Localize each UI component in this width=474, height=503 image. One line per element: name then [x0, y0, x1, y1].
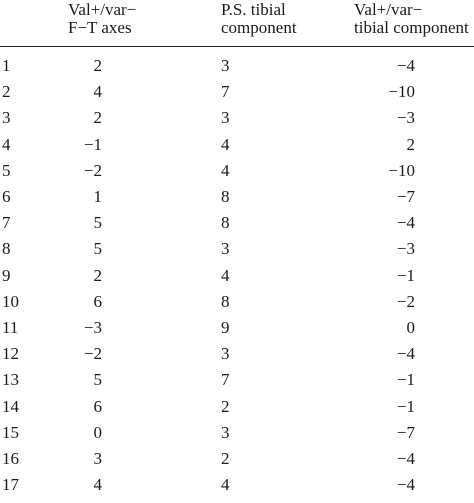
table-row: 7 5 8 −4 [0, 210, 474, 236]
ps-tibial-value: 9 [221, 318, 230, 337]
tibial-component-value: −4 [396, 56, 415, 75]
row-id: 12 [2, 344, 19, 364]
tibial-component-value: −7 [396, 187, 415, 206]
ps-tibial-value: 2 [221, 449, 230, 468]
fta-value: −1 [83, 134, 102, 154]
fta-value: 4 [93, 82, 103, 102]
tibial-component-value: −4 [396, 344, 415, 364]
fta-value: −3 [83, 318, 102, 337]
table-row: 12 −2 3 −4 [0, 341, 474, 367]
ps-tibial-value: 3 [221, 108, 230, 128]
table-row: 9 2 4 −1 [0, 263, 474, 289]
fta-value: 5 [93, 239, 103, 259]
ps-tibial-value: 4 [221, 475, 230, 495]
table-row: 8 5 3 −3 [0, 236, 474, 262]
table-row: 15 0 3 −7 [0, 420, 474, 446]
fta-value: −2 [83, 160, 102, 180]
row-id: 7 [2, 213, 11, 233]
row-id: 18 [2, 498, 42, 503]
row-id: 13 [2, 370, 19, 390]
row-id: 1 [2, 56, 11, 75]
fta-value: 6 [93, 396, 103, 416]
fta-value: 2 [93, 265, 103, 285]
ps-tibial-value: 3 [221, 56, 230, 75]
ps-tibial-value: 3 [221, 422, 230, 442]
fta-value: 6 [93, 291, 103, 311]
ps-tibial-value: 7 [221, 82, 230, 102]
ps-tibial-value: 8 [221, 213, 230, 233]
tibial-component-value: −5 [370, 498, 415, 503]
header-rule [0, 46, 474, 47]
tibial-component-value: −4 [396, 213, 415, 233]
fta-value: 0 [93, 422, 103, 442]
tibial-component-value: −4 [396, 475, 415, 495]
table-row: 4 −1 4 2 [0, 132, 474, 158]
row-id: 2 [2, 82, 11, 102]
table-row: 2 4 7 −10 [0, 79, 474, 105]
table-row: 18 2 3 −5 [0, 498, 474, 503]
table-row: 5 −2 4 −10 [0, 158, 474, 184]
tibial-component-value: −1 [396, 370, 415, 390]
table-row: 3 2 3 −3 [0, 105, 474, 131]
row-id: 10 [2, 291, 19, 311]
ps-tibial-value: 3 [221, 344, 230, 364]
fta-value: −2 [83, 344, 102, 364]
header-fta-line1: Val+/var− [68, 0, 137, 19]
tibial-component-value: −3 [396, 239, 415, 259]
ps-tibial-value: 4 [221, 160, 230, 180]
header-ps-line2: component [221, 18, 297, 37]
fta-value: 1 [93, 187, 103, 206]
row-id: 17 [2, 475, 19, 495]
table-row: 6 1 8 −7 [0, 184, 474, 210]
table-row: 10 6 8 −2 [0, 289, 474, 315]
fta-value: 2 [93, 56, 103, 75]
ps-tibial-value: 4 [221, 265, 230, 285]
tibial-component-value: 0 [406, 318, 416, 337]
fta-value: 2 [93, 108, 103, 128]
ps-tibial-value: 4 [221, 134, 230, 154]
fta-value: 5 [93, 370, 103, 390]
ps-tibial-value: 7 [221, 370, 230, 390]
row-id: 5 [2, 160, 11, 180]
header-tibial-line1: Val+/var− [354, 0, 423, 19]
row-id: 4 [2, 134, 11, 154]
row-id: 15 [2, 422, 19, 442]
row-id: 9 [2, 265, 11, 285]
tibial-component-value: −3 [396, 108, 415, 128]
table-row: 14 6 2 −1 [0, 394, 474, 420]
tibial-component-value: −10 [388, 82, 415, 102]
fta-value: 5 [93, 213, 103, 233]
ps-tibial-value: 8 [221, 187, 230, 206]
ps-tibial-value: 8 [221, 291, 230, 311]
header-ps-line1: P.S. tibial [221, 0, 286, 19]
table-row: 17 4 4 −4 [0, 472, 474, 498]
fta-value: 3 [93, 449, 103, 468]
ps-tibial-value: 3 [221, 239, 230, 259]
header-tibial-line2: tibial component [354, 18, 469, 37]
fta-value: 2 [60, 498, 103, 503]
ps-tibial-value: 3 [221, 498, 281, 503]
fta-value: 4 [93, 475, 103, 495]
row-id: 6 [2, 187, 11, 206]
table-row: 13 5 7 −1 [0, 367, 474, 393]
row-id: 14 [2, 396, 19, 416]
row-id: 16 [2, 449, 19, 468]
header-fta-line2: F−T axes [68, 18, 132, 37]
table-row: 1 2 3 −4 [0, 53, 474, 79]
tibial-component-value: −10 [388, 160, 415, 180]
table-row: 11 −3 9 0 [0, 315, 474, 341]
row-id: 8 [2, 239, 11, 259]
table-row: 16 3 2 −4 [0, 446, 474, 472]
tibial-component-value: 2 [406, 134, 416, 154]
tibial-component-value: −1 [396, 396, 415, 416]
tibial-component-value: −2 [396, 291, 415, 311]
tibial-component-value: −1 [396, 265, 415, 285]
row-id: 11 [2, 318, 19, 337]
tibial-component-value: −7 [396, 422, 415, 442]
tibial-component-value: −4 [396, 449, 415, 468]
row-id: 3 [2, 108, 11, 128]
ps-tibial-value: 2 [221, 396, 230, 416]
